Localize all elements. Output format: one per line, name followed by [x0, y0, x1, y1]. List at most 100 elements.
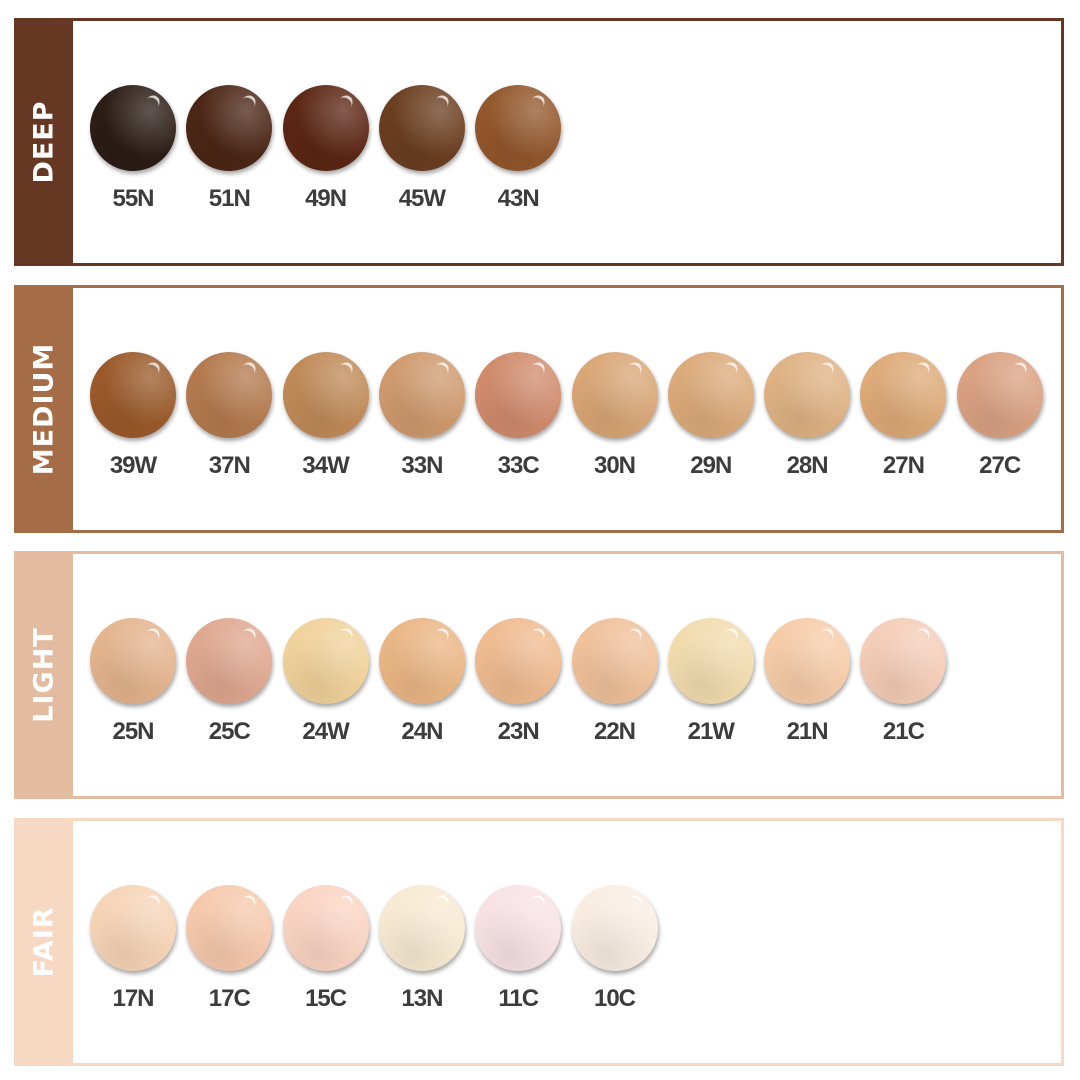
shade-color-dot [860, 618, 947, 704]
shade-color-dot [571, 618, 658, 704]
shade-swatch[interactable]: 15C [278, 821, 374, 1063]
shade-swatch[interactable]: 23N [470, 554, 566, 796]
shade-color-dot [571, 885, 658, 971]
shade-code: 51N [208, 185, 251, 212]
shade-swatch[interactable]: 17N [85, 821, 181, 1063]
shade-group-deep: DEEP 55N 51N 49N 45W 43N [14, 18, 1064, 266]
shade-swatch[interactable]: 21C [855, 554, 951, 796]
shade-code: 49N [305, 185, 347, 212]
shade-group-fair: FAIR 17N 17C 15C 13N 11C 10C [14, 818, 1064, 1066]
shade-color-dot [764, 618, 851, 704]
shade-color-dot [90, 85, 176, 171]
shade-code: 43N [497, 185, 540, 212]
shade-color-dot [186, 885, 273, 971]
shade-swatch[interactable]: 27C [952, 288, 1048, 530]
shade-code: 10C [593, 985, 636, 1012]
shade-code: 25N [112, 718, 154, 745]
shade-code: 28N [786, 452, 829, 479]
shade-color-dot [860, 352, 947, 438]
group-label-band: DEEP [14, 18, 73, 266]
shade-swatch[interactable]: 51N [181, 21, 277, 263]
shade-swatch[interactable]: 33C [470, 288, 566, 530]
shade-swatch[interactable]: 33N [374, 288, 470, 530]
shade-swatch[interactable]: 27N [855, 288, 951, 530]
shade-color-dot [186, 352, 273, 438]
shade-swatch[interactable]: 11C [470, 821, 566, 1063]
shade-color-dot [378, 885, 465, 971]
shade-swatch[interactable]: 37N [181, 288, 277, 530]
shade-swatch[interactable]: 13N [374, 821, 470, 1063]
shade-code: 21N [786, 718, 829, 745]
shade-code: 23N [497, 718, 540, 745]
shade-code: 37N [208, 452, 251, 479]
shade-swatch[interactable]: 34W [278, 288, 374, 530]
shade-color-dot [571, 352, 658, 438]
shade-swatch[interactable]: 17C [181, 821, 277, 1063]
shade-code: 15C [305, 985, 347, 1012]
shade-group-medium: MEDIUM 39W 37N 34W 33N 33C 30N 29N 28N 27N 27C [14, 285, 1064, 533]
shade-swatch[interactable]: 29N [663, 288, 759, 530]
shade-color-dot [282, 618, 369, 704]
shade-swatch[interactable]: 22N [567, 554, 663, 796]
shade-color-dot [764, 352, 851, 438]
shade-color-dot [378, 352, 465, 438]
group-label-band: FAIR [14, 818, 73, 1066]
group-label-band: MEDIUM [14, 285, 73, 533]
shade-swatch[interactable]: 25N [85, 554, 181, 796]
shade-swatch[interactable]: 30N [567, 288, 663, 530]
shade-swatch[interactable]: 21N [759, 554, 855, 796]
shade-code: 22N [593, 718, 636, 745]
shade-code: 24N [401, 718, 443, 745]
shade-color-dot [475, 352, 562, 438]
shade-swatch[interactable]: 10C [567, 821, 663, 1063]
shade-color-dot [282, 352, 369, 438]
shade-swatch[interactable]: 21W [663, 554, 759, 796]
shade-code: 27C [979, 452, 1021, 479]
shade-color-dot [378, 618, 465, 704]
shade-code: 17N [112, 985, 154, 1012]
shade-color-dot [956, 352, 1043, 438]
shade-color-dot [667, 618, 754, 704]
group-label: DEEP [28, 100, 59, 184]
shade-swatch[interactable]: 45W [374, 21, 470, 263]
shade-code: 33N [401, 452, 443, 479]
shade-code: 39W [109, 452, 157, 479]
group-label: MEDIUM [28, 342, 59, 476]
shade-code: 30N [593, 452, 636, 479]
shade-code: 45W [398, 185, 446, 212]
shade-color-dot [90, 618, 176, 704]
shade-swatch[interactable]: 24W [278, 554, 374, 796]
shade-code: 27N [882, 452, 925, 479]
shade-swatch[interactable]: 55N [85, 21, 181, 263]
shade-code: 21C [882, 718, 925, 745]
shade-swatch[interactable]: 39W [85, 288, 181, 530]
shade-code: 21W [687, 718, 735, 745]
shade-color-dot [282, 885, 369, 971]
shade-code: 55N [112, 185, 154, 212]
shade-color-dot [378, 85, 465, 171]
shade-swatch[interactable]: 25C [181, 554, 277, 796]
shade-code: 29N [690, 452, 732, 479]
shade-group-light: LIGHT 25N 25C 24W 24N 23N 22N 21W 21N 21C [14, 551, 1064, 799]
shade-code: 24W [302, 718, 349, 745]
shade-color-dot [282, 85, 369, 171]
shade-color-dot [667, 352, 754, 438]
shade-swatch[interactable]: 49N [278, 21, 374, 263]
group-label: FAIR [28, 906, 59, 978]
shade-color-dot [186, 618, 273, 704]
shade-code: 13N [401, 985, 443, 1012]
shade-swatch[interactable]: 24N [374, 554, 470, 796]
shade-code: 11C [498, 985, 539, 1012]
shade-code: 34W [302, 452, 349, 479]
shade-color-dot [475, 85, 562, 171]
shade-color-dot [186, 85, 273, 171]
shade-color-dot [90, 352, 176, 438]
group-label: LIGHT [28, 627, 59, 723]
group-label-band: LIGHT [14, 551, 73, 799]
shade-code: 17C [208, 985, 251, 1012]
shade-color-dot [475, 885, 562, 971]
shade-code: 33C [497, 452, 540, 479]
shade-color-dot [475, 618, 562, 704]
shade-swatch[interactable]: 28N [759, 288, 855, 530]
shade-swatch[interactable]: 43N [470, 21, 566, 263]
